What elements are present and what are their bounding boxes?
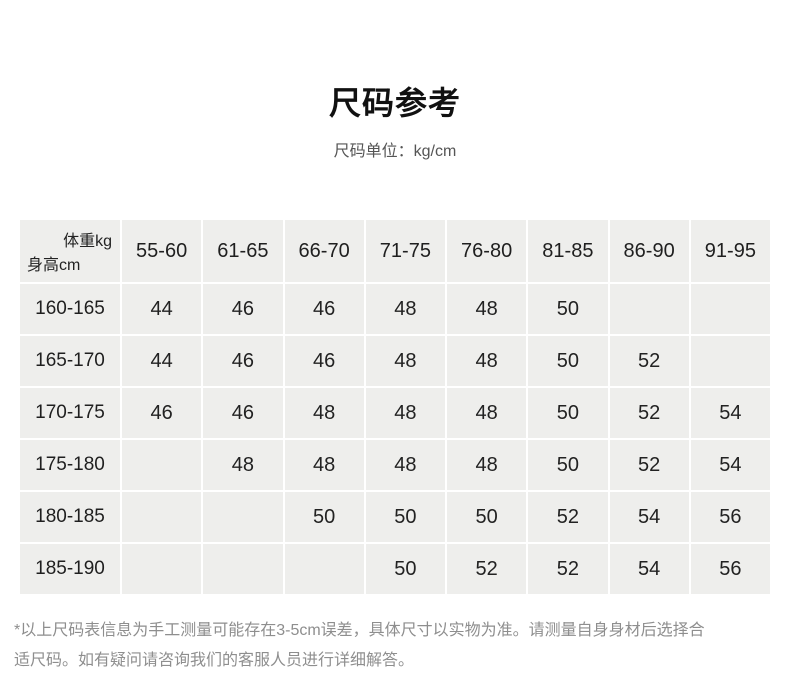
- size-cell: [122, 544, 202, 594]
- size-cell: 48: [365, 388, 445, 438]
- size-cell: 52: [609, 440, 689, 490]
- size-cell: 56: [690, 492, 770, 542]
- size-cell: 50: [528, 388, 608, 438]
- size-cell: 44: [122, 336, 202, 386]
- weight-column-header: 81-85: [528, 220, 608, 282]
- size-cell: 48: [447, 388, 527, 438]
- size-cell: 52: [447, 544, 527, 594]
- size-cell: 46: [203, 284, 283, 334]
- size-cell: 54: [609, 492, 689, 542]
- size-cell: 54: [690, 388, 770, 438]
- weight-column-header: 91-95: [690, 220, 770, 282]
- size-cell: 46: [284, 284, 364, 334]
- weight-column-header: 66-70: [284, 220, 364, 282]
- size-cell: 46: [203, 388, 283, 438]
- weight-column-header: 61-65: [203, 220, 283, 282]
- size-cell: 48: [284, 440, 364, 490]
- size-cell: [122, 492, 202, 542]
- size-cell: [122, 440, 202, 490]
- table-row: 165-170 44 46 46 48 48 50 52: [20, 336, 770, 386]
- size-cell: 50: [365, 544, 445, 594]
- table-row: 185-190 50 52 52 54 56: [20, 544, 770, 594]
- size-reference-table: 体重kg 身高cm 55-60 61-65 66-70 71-75 76-80 81-85…: [18, 218, 772, 596]
- table-row: 175-180 48 48 48 48 50 52 54: [20, 440, 770, 490]
- weight-column-header: 86-90: [609, 220, 689, 282]
- weight-column-header: 55-60: [122, 220, 202, 282]
- size-cell: 50: [528, 440, 608, 490]
- size-cell: 48: [365, 284, 445, 334]
- page-title: 尺码参考: [328, 85, 461, 121]
- size-cell: 50: [447, 492, 527, 542]
- size-cell: 44: [122, 284, 202, 334]
- weight-column-header: 76-80: [447, 220, 527, 282]
- size-cell: 52: [609, 336, 689, 386]
- size-cell: 48: [447, 284, 527, 334]
- weight-axis-label: 体重kg: [63, 233, 112, 250]
- table-row: 170-175 46 46 48 48 48 50 52 54: [20, 388, 770, 438]
- size-cell: 48: [284, 388, 364, 438]
- size-cell: 46: [122, 388, 202, 438]
- height-row-header: 160-165: [20, 284, 120, 334]
- size-cell: 48: [447, 336, 527, 386]
- size-cell: 52: [528, 492, 608, 542]
- size-cell: 54: [690, 440, 770, 490]
- size-cell: 46: [203, 336, 283, 386]
- height-row-header: 165-170: [20, 336, 120, 386]
- height-row-header: 180-185: [20, 492, 120, 542]
- table-row: 160-165 44 46 46 48 48 50: [20, 284, 770, 334]
- height-row-header: 170-175: [20, 388, 120, 438]
- size-cell: 48: [365, 440, 445, 490]
- size-cell: 48: [365, 336, 445, 386]
- size-cell: 56: [690, 544, 770, 594]
- size-cell: [203, 544, 283, 594]
- size-cell: 52: [609, 388, 689, 438]
- size-cell: 48: [203, 440, 283, 490]
- weight-column-header: 71-75: [365, 220, 445, 282]
- measurement-disclaimer-note: *以上尺码表信息为手工测量可能存在3-5cm误差，具体尺寸以实物为准。请测量自身…: [14, 622, 705, 669]
- height-row-header: 185-190: [20, 544, 120, 594]
- size-unit-subtitle: 尺码单位：kg/cm: [333, 143, 457, 160]
- size-cell: [690, 336, 770, 386]
- height-axis-label: 身高cm: [27, 257, 81, 274]
- size-cell: 48: [447, 440, 527, 490]
- size-cell: 46: [284, 336, 364, 386]
- size-cell: 54: [609, 544, 689, 594]
- size-cell: 50: [528, 284, 608, 334]
- weight-header-row: 体重kg 身高cm 55-60 61-65 66-70 71-75 76-80 81-85…: [20, 220, 770, 282]
- size-cell: [284, 544, 364, 594]
- size-cell: [203, 492, 283, 542]
- table-row: 180-185 50 50 50 52 54 56: [20, 492, 770, 542]
- size-cell: 50: [365, 492, 445, 542]
- axis-corner-cell: 体重kg 身高cm: [20, 220, 120, 282]
- size-cell: 50: [284, 492, 364, 542]
- size-cell: 50: [528, 336, 608, 386]
- size-cell: 52: [528, 544, 608, 594]
- height-row-header: 175-180: [20, 440, 120, 490]
- size-cell: [609, 284, 689, 334]
- size-cell: [690, 284, 770, 334]
